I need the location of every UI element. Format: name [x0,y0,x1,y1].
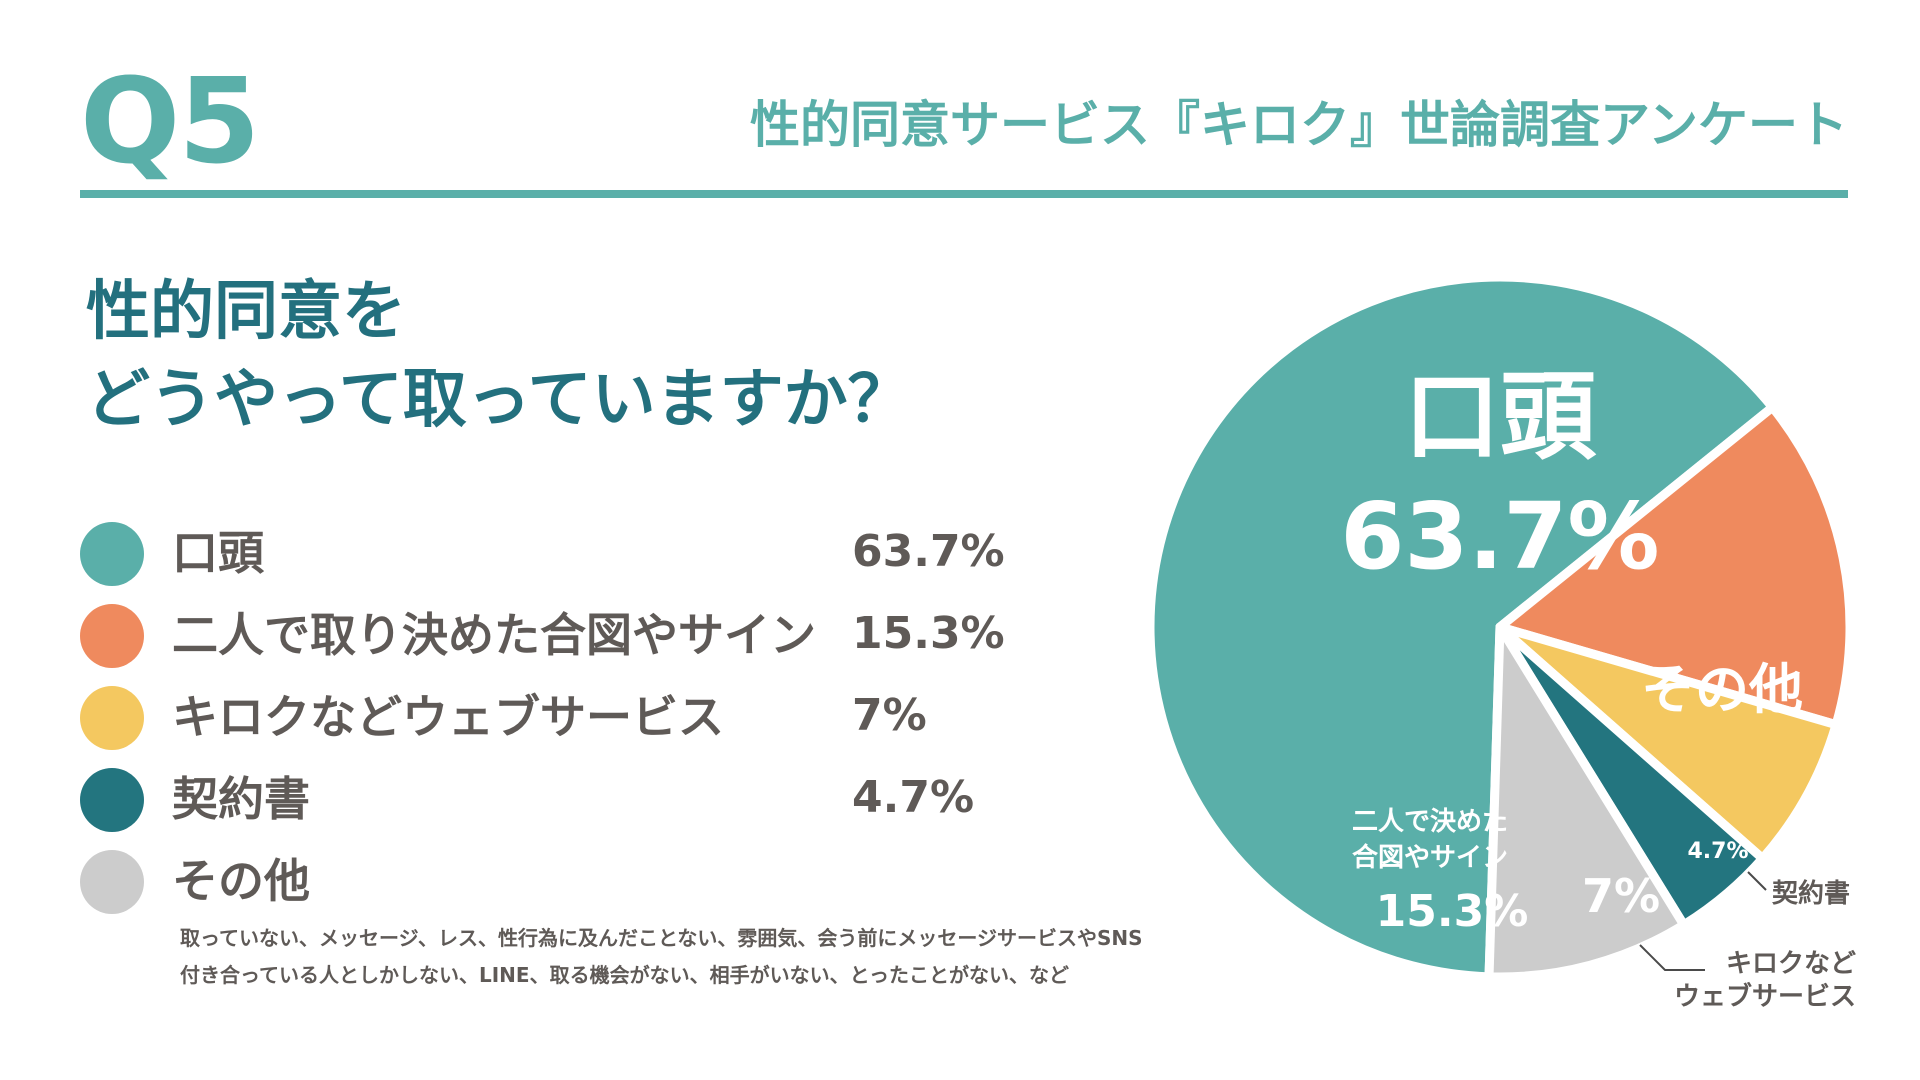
question-line-2: どうやって取っていますか？ [86,363,912,438]
legend-value: 7% [852,690,927,741]
legend-item: 二人で取り決めた合図やサイン 15.3% [80,600,1005,682]
note-line-1: 取っていない、メッセージ、レス、性行為に及んだことない、雰囲気、会う前にメッセー… [180,926,1143,950]
callout-web-service-1: キロクなど [1726,949,1856,979]
legend: 口頭 63.7% 二人で取り決めた合図やサイン 15.3% キロクなどウェブサー… [80,518,1005,928]
legend-item: 口頭 63.7% [80,518,1005,600]
slice-signal [1495,402,1855,730]
slice-label-contract-pct: 4.7% [1687,839,1748,864]
legend-item: 契約書 4.7% [80,764,1000,846]
legend-label: その他 [172,854,310,908]
callout-web-service-2: ウェブサービス [1674,981,1856,1012]
survey-title: 性的同意サービス『キロク』世論調査アンケート [750,96,1848,154]
other-answers-note: 取っていない、メッセージ、レス、性行為に及んだことない、雰囲気、会う前にメッセー… [180,920,1143,994]
legend-value: 63.7% [852,526,1005,577]
slice-oral [1145,272,1777,982]
slice-label-other-name: その他 [1641,658,1803,721]
callout-line-web-service [1639,944,1705,971]
note-line-2: 付き合っている人としかしない、LINE、取る機会がない、相手がいない、とったこと… [180,963,1069,987]
callout-line-contract [1747,871,1767,891]
slice-web-service [1495,622,1841,863]
slice-other [1484,622,1689,982]
legend-swatch [80,604,144,668]
question-number: Q5 [80,52,260,190]
legend-label: 二人で取り決めた合図やサイン [172,608,816,662]
legend-item: キロクなどウェブサービス 7% [80,682,1000,764]
header-rule [80,190,1848,198]
callout-contract: 契約書 [1771,878,1850,909]
legend-value: 15.3% [852,608,1005,659]
legend-item: その他 [80,846,1000,928]
slice-label-oral-name: 口頭 [1404,361,1597,473]
question-text: 性的同意を どうやって取っていますか？ [86,268,912,445]
question-line-1: 性的同意を [86,275,406,349]
legend-label: キロクなどウェブサービス [172,690,724,744]
legend-value: 4.7% [852,772,975,823]
slice-label-oral-pct: 63.7% [1340,483,1659,590]
slice-label-signal-name-2: 合図やサイン [1352,842,1508,873]
legend-label: 口頭 [172,526,264,580]
slice-label-signal-pct: 15.3% [1376,886,1529,937]
slice-label-web-pct: 7% [1582,869,1660,923]
legend-swatch [80,850,144,914]
legend-swatch [80,522,144,586]
legend-swatch [80,686,144,750]
slice-label-signal-name-1: 二人で決めた [1352,807,1508,837]
legend-label: 契約書 [172,772,310,826]
legend-swatch [80,768,144,832]
